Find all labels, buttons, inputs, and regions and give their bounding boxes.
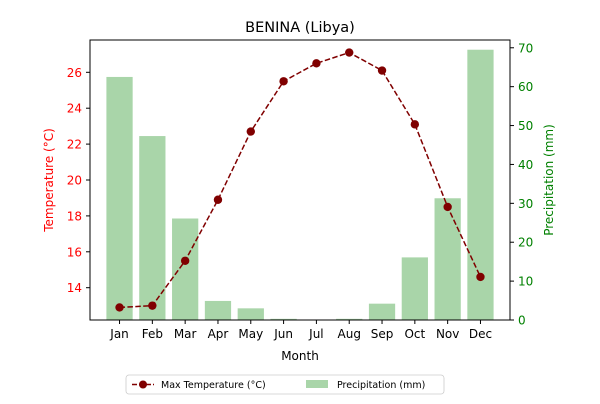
left-tick-label-24: 24 (67, 102, 82, 116)
precipitation-bars (106, 50, 493, 320)
temp-point-jul (312, 59, 320, 67)
precip-bar-mar (172, 219, 198, 321)
x-tick-label-jan: Jan (109, 327, 129, 341)
x-tick-label-aug: Aug (338, 327, 361, 341)
x-tick-label-dec: Dec (469, 327, 492, 341)
left-tick-label-14: 14 (67, 281, 82, 295)
temp-point-oct (411, 120, 419, 128)
legend-temperature-label: Max Temperature (°C) (161, 380, 266, 391)
left-tick-label-22: 22 (67, 138, 82, 152)
x-tick-label-may: May (238, 327, 263, 341)
temp-point-apr (214, 196, 222, 204)
temperature-line (115, 48, 484, 311)
legend-precip-swatch (306, 380, 328, 388)
right-tick-label-60: 60 (518, 80, 533, 94)
y-axis-right-label: Precipitation (mm) (542, 124, 556, 236)
precip-bar-nov (435, 198, 461, 320)
temp-point-mar (181, 257, 189, 265)
left-tick-label-26: 26 (67, 66, 82, 80)
right-tick-label-10: 10 (518, 275, 533, 289)
left-axis: 14 16 18 20 22 24 26 (67, 66, 90, 295)
x-axis: Jan Feb Mar Apr May Jun Jul Aug Sep Oct Nov Dec (109, 320, 492, 341)
right-tick-label-50: 50 (518, 119, 533, 133)
temp-point-may (247, 127, 255, 135)
left-tick-label-16: 16 (67, 245, 82, 259)
temp-point-dec (476, 273, 484, 281)
temp-point-nov (443, 203, 451, 211)
legend-precip-label: Precipitation (mm) (337, 380, 425, 391)
temp-point-aug (345, 48, 353, 56)
left-tick-label-20: 20 (67, 174, 82, 188)
precip-bar-apr (205, 301, 231, 320)
x-tick-label-apr: Apr (208, 327, 229, 341)
temp-point-feb (148, 301, 156, 309)
x-tick-label-jul: Jul (308, 327, 323, 341)
temp-point-jun (279, 77, 287, 85)
x-tick-label-nov: Nov (436, 327, 459, 341)
x-tick-label-sep: Sep (371, 327, 394, 341)
precip-bar-jan (106, 77, 132, 320)
right-tick-label-40: 40 (518, 158, 533, 172)
x-axis-label: Month (281, 349, 319, 363)
right-axis: 0 10 20 30 40 50 60 70 (510, 41, 533, 327)
legend-temperature-marker (139, 381, 147, 389)
legend: Max Temperature (°C) Precipitation (mm) (126, 375, 444, 394)
chart-title: BENINA (Libya) (245, 20, 355, 36)
right-tick-label-20: 20 (518, 236, 533, 250)
x-tick-label-feb: Feb (142, 327, 163, 341)
temp-point-jan (115, 303, 123, 311)
x-tick-label-mar: Mar (174, 327, 197, 341)
right-tick-label-70: 70 (518, 41, 533, 55)
left-tick-label-18: 18 (67, 209, 82, 223)
right-tick-label-30: 30 (518, 197, 533, 211)
x-tick-label-jun: Jun (273, 327, 293, 341)
right-tick-label-0: 0 (518, 314, 526, 328)
precip-bar-oct (402, 257, 428, 320)
y-axis-left-label: Temperature (°C) (42, 128, 56, 233)
precip-bar-sep (369, 304, 395, 320)
temp-point-sep (378, 66, 386, 74)
precip-bar-may (238, 308, 264, 320)
x-tick-label-oct: Oct (404, 327, 425, 341)
